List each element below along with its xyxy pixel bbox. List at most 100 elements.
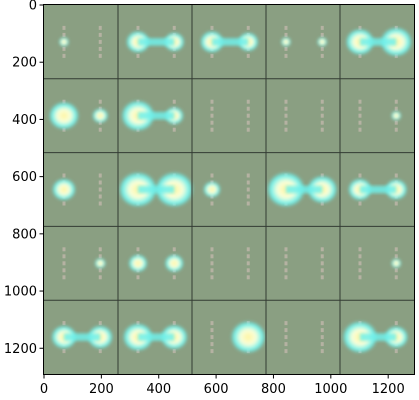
tile-mark <box>172 127 176 132</box>
tile-1-0 <box>48 99 109 132</box>
tile-mark <box>98 180 102 185</box>
tile-mark <box>320 328 324 333</box>
tile-2-0 <box>52 173 102 206</box>
tile-mark <box>210 106 214 111</box>
tile-mark <box>62 173 66 178</box>
tile-mark <box>320 268 324 273</box>
x-tick-label: 1000 <box>314 382 347 397</box>
tile-mark <box>284 328 288 333</box>
tile-mark <box>394 99 398 104</box>
tile-mark <box>210 113 214 118</box>
tile-mark <box>320 106 324 111</box>
tile-2-3 <box>266 171 338 208</box>
tile-mark <box>394 120 398 125</box>
tile-mark <box>246 268 250 273</box>
y-tick-label: 800 <box>12 227 37 242</box>
tile-mark <box>358 120 362 125</box>
tile-mark <box>98 187 102 192</box>
tile-mark <box>210 201 214 206</box>
tile-1-1 <box>121 99 184 132</box>
tile-mark <box>98 25 102 30</box>
tile-4-4 <box>342 320 409 354</box>
tile-mark <box>172 99 176 104</box>
tile-mark <box>358 113 362 118</box>
blob-right <box>163 32 185 52</box>
tile-mark <box>172 275 176 280</box>
tile-mark <box>284 247 288 252</box>
blob-bridge <box>137 333 175 341</box>
tile-mark <box>136 275 140 280</box>
tile-mark <box>210 261 214 266</box>
tile-2-1 <box>118 171 194 208</box>
y-tick-label: 0 <box>29 0 37 14</box>
tile-mark <box>136 247 140 252</box>
blob-right <box>391 110 402 121</box>
tile-mark <box>394 127 398 132</box>
tile-0-4 <box>345 25 413 58</box>
tile-mark <box>62 53 66 58</box>
tile-mark <box>246 120 250 125</box>
tile-mark <box>98 321 102 326</box>
blob-left <box>48 101 80 130</box>
tile-mark <box>62 275 66 280</box>
tile-mark <box>210 127 214 132</box>
tile-mark <box>210 342 214 347</box>
y-tick-label: 1200 <box>4 342 37 357</box>
tile-1-4 <box>358 99 402 132</box>
tile-mark <box>210 275 214 280</box>
tile-mark <box>284 342 288 347</box>
tile-mark <box>246 254 250 259</box>
tile-mark <box>172 247 176 252</box>
tile-mark <box>98 201 102 206</box>
x-tick-label: 1200 <box>372 382 405 397</box>
tile-mark <box>62 32 66 37</box>
tile-mark <box>358 99 362 104</box>
tile-mark <box>98 39 102 44</box>
blob-right <box>317 37 328 47</box>
tile-mark <box>62 321 66 326</box>
tile-mark <box>172 53 176 58</box>
tile-mark <box>210 53 214 58</box>
x-tick-label: 800 <box>261 382 286 397</box>
tile-mark <box>284 53 288 58</box>
tile-mark <box>358 254 362 259</box>
tile-mark <box>246 275 250 280</box>
blob-bridge <box>211 38 249 46</box>
tile-0-2 <box>200 25 259 58</box>
tile-1-2 <box>210 99 250 132</box>
tile-mark <box>358 25 362 30</box>
tile-mark <box>320 275 324 280</box>
tile-mark <box>246 180 250 185</box>
blob-right <box>94 258 106 269</box>
tile-mark <box>358 127 362 132</box>
tile-mark <box>246 173 250 178</box>
tile-mark <box>210 321 214 326</box>
tile-mark <box>246 201 250 206</box>
blob-bridge <box>137 38 175 46</box>
tile-mark <box>62 201 66 206</box>
tile-mark <box>62 247 66 252</box>
blob-bridge <box>137 185 175 194</box>
x-tick-label: 400 <box>146 382 171 397</box>
tile-mark <box>358 275 362 280</box>
tile-mark <box>284 268 288 273</box>
tile-mark <box>320 120 324 125</box>
tile-mark <box>284 113 288 118</box>
axes-frame <box>43 4 415 375</box>
tile-mark <box>394 275 398 280</box>
tile-mark <box>98 127 102 132</box>
y-tick-label: 200 <box>12 56 37 71</box>
tile-mark <box>98 254 102 259</box>
blob-left <box>203 181 221 198</box>
tile-mark <box>98 275 102 280</box>
tile-mark <box>284 25 288 30</box>
tile-mark <box>320 53 324 58</box>
tile-mark <box>210 99 214 104</box>
tile-4-0 <box>51 321 114 354</box>
blob-left <box>281 37 291 47</box>
tile-3-3 <box>284 247 324 280</box>
blob-right <box>164 254 184 273</box>
tile-mark <box>358 268 362 273</box>
tile-mark <box>210 335 214 340</box>
